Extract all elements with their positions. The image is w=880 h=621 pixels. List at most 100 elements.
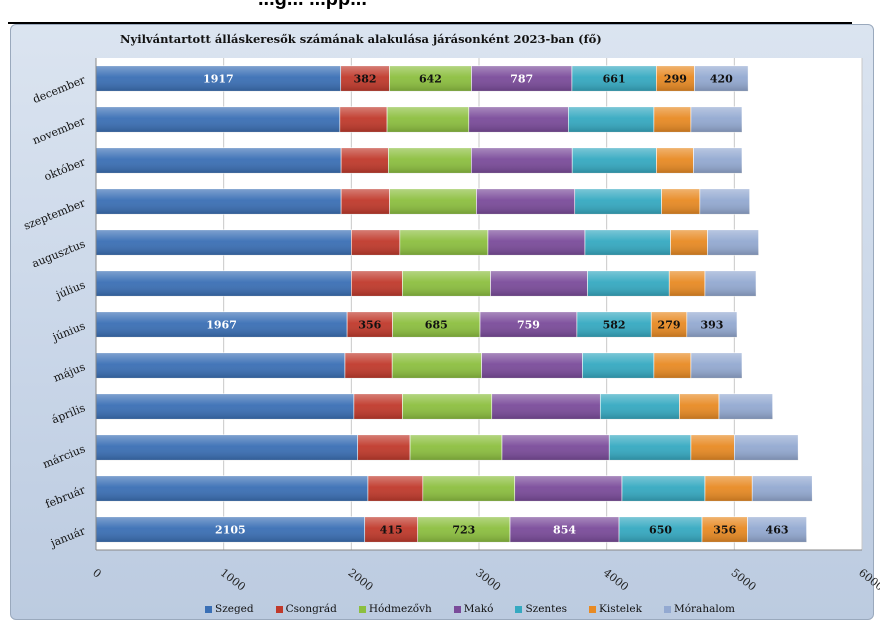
bar-segment-shading bbox=[490, 270, 588, 297]
bar-segment-shading bbox=[600, 393, 680, 420]
bar-segment-shading bbox=[471, 147, 573, 174]
bar-segment-shading bbox=[704, 270, 757, 297]
bar-segment-shading bbox=[339, 106, 388, 133]
bar-segment-shading bbox=[422, 475, 515, 502]
bar-segment-shading bbox=[690, 106, 742, 133]
bar-segment-shading bbox=[96, 188, 342, 215]
bar-segment-shading bbox=[402, 270, 491, 297]
bar-segment-shading bbox=[410, 434, 502, 461]
data-label: 299 bbox=[664, 73, 687, 86]
data-label: 787 bbox=[510, 73, 533, 86]
x-tick-label: 4000 bbox=[601, 566, 631, 593]
bar-segment-shading bbox=[468, 106, 569, 133]
legend-label: Szentes bbox=[525, 603, 567, 615]
bar-segment-shading bbox=[476, 188, 575, 215]
header-rule: ...g... ...pp... bbox=[8, 0, 852, 24]
legend-item: Kistelek bbox=[589, 603, 642, 615]
legend-label: Szeged bbox=[215, 603, 254, 615]
bar-segment-shading bbox=[96, 311, 348, 338]
data-label: 723 bbox=[452, 524, 475, 537]
data-label: 759 bbox=[517, 319, 540, 332]
bar-segment-shading bbox=[364, 516, 418, 543]
bar-segment-shading bbox=[340, 65, 390, 92]
bar-segment-shading bbox=[568, 106, 654, 133]
bar-segment-shading bbox=[693, 147, 742, 174]
bar-segment-shading bbox=[584, 229, 671, 256]
data-label: 415 bbox=[380, 524, 403, 537]
bar-segment-shading bbox=[392, 352, 482, 379]
data-label: 661 bbox=[603, 73, 626, 86]
bar-segment-shading bbox=[669, 270, 705, 297]
y-category-label: június bbox=[49, 319, 87, 345]
bar-segment-shading bbox=[587, 270, 670, 297]
bar-segment-shading bbox=[353, 393, 403, 420]
bar-segment-shading bbox=[389, 65, 472, 92]
data-label: 685 bbox=[425, 319, 448, 332]
bar-segment-shading bbox=[621, 475, 705, 502]
bar-segment-shading bbox=[702, 516, 748, 543]
legend-item: Mórahalom bbox=[663, 603, 735, 615]
y-category-label: május bbox=[52, 360, 88, 385]
data-label: 1917 bbox=[203, 73, 234, 86]
bar-segment-shading bbox=[661, 188, 700, 215]
legend-label: Makó bbox=[463, 603, 494, 615]
bar-segment-shading bbox=[341, 147, 389, 174]
data-label: 420 bbox=[710, 73, 733, 86]
bar-segment-shading bbox=[694, 65, 749, 92]
bar-segment-shading bbox=[653, 352, 691, 379]
bar-segment-shading bbox=[653, 106, 691, 133]
chart-legend: Szeged Csongrád Hódmezővh Makó Szentes Kistel… bbox=[110, 601, 830, 617]
data-label: 642 bbox=[419, 73, 442, 86]
y-category-label: szeptember bbox=[22, 196, 88, 233]
bar-segment-shading bbox=[656, 65, 695, 92]
legend-swatch bbox=[589, 605, 596, 613]
bar-segment-shading bbox=[344, 352, 393, 379]
y-category-label: március bbox=[41, 442, 88, 471]
bar-segment-shading bbox=[471, 65, 572, 92]
bar-segment-shading bbox=[96, 65, 341, 92]
legend-swatch bbox=[515, 605, 523, 613]
bar-segment-shading bbox=[367, 475, 423, 502]
legend-swatch bbox=[358, 605, 366, 613]
legend-swatch bbox=[453, 605, 461, 613]
bar-segment-shading bbox=[679, 393, 720, 420]
bar-segment-shading bbox=[491, 393, 601, 420]
legend-item: Makó bbox=[453, 603, 494, 615]
chart-title: Nyilvántartott álláskeresők számának ala… bbox=[120, 32, 602, 46]
legend-item: Hódmezővh bbox=[358, 603, 432, 615]
y-category-label: december bbox=[31, 73, 88, 106]
bar-segment-shading bbox=[417, 516, 511, 543]
bar-segment-shading bbox=[96, 352, 345, 379]
data-label: 382 bbox=[354, 73, 377, 86]
bar-segment-shading bbox=[574, 188, 662, 215]
bar-segment-shading bbox=[699, 188, 750, 215]
bar-segment-shading bbox=[690, 434, 735, 461]
data-label: 1967 bbox=[206, 319, 237, 332]
bar-segment-shading bbox=[351, 270, 403, 297]
bar-segment-shading bbox=[341, 188, 390, 215]
legend-swatch bbox=[663, 605, 671, 613]
bar-segment-shading bbox=[707, 229, 759, 256]
bar-segment-shading bbox=[96, 475, 368, 502]
data-label: 356 bbox=[713, 524, 736, 537]
bar-segment-shading bbox=[347, 311, 393, 338]
bar-segment-shading bbox=[487, 229, 585, 256]
bar-segment-shading bbox=[96, 516, 365, 543]
bar-segment-shading bbox=[387, 106, 469, 133]
bar-segment-shading bbox=[670, 229, 708, 256]
x-tick-label: 1000 bbox=[218, 566, 248, 593]
y-category-label: november bbox=[31, 114, 88, 147]
data-label: 650 bbox=[649, 524, 672, 537]
bar-segment-shading bbox=[357, 434, 411, 461]
bar-segment-shading bbox=[609, 434, 691, 461]
bar-segment-shading bbox=[690, 352, 742, 379]
bar-segment-shading bbox=[704, 475, 753, 502]
bar-segment-shading bbox=[351, 229, 400, 256]
y-category-label: október bbox=[42, 155, 88, 183]
legend-label: Hódmezővh bbox=[368, 603, 432, 615]
bar-segment-shading bbox=[399, 229, 488, 256]
bar-segment-shading bbox=[96, 434, 358, 461]
legend-item: Csongrád bbox=[275, 603, 337, 615]
y-category-label: április bbox=[50, 401, 88, 426]
